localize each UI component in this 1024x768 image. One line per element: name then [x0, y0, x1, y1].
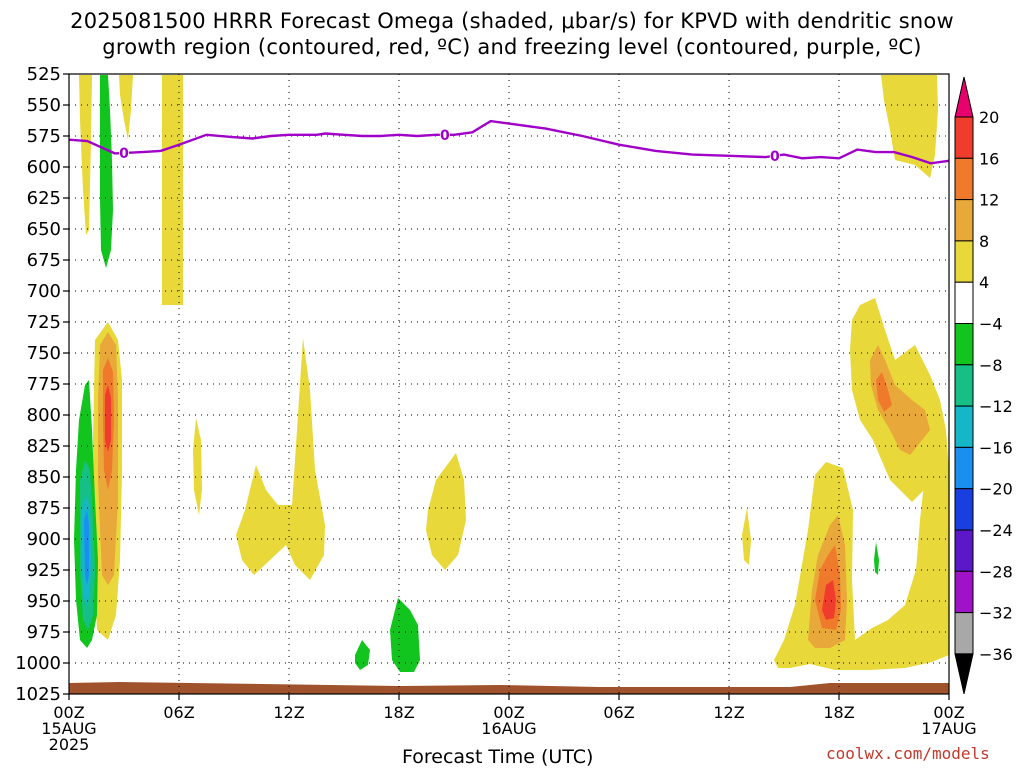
y-tick-label: 900: [27, 529, 61, 550]
colorbar-label: −4: [979, 315, 1003, 334]
x-tick-year: 2025: [49, 735, 90, 754]
y-tick-label: 625: [27, 188, 61, 209]
x-tick-label: 00Z: [933, 703, 964, 722]
colorbar-label: −24: [979, 521, 1013, 540]
y-tick-label: 950: [27, 591, 61, 612]
y-tick-label: 700: [27, 281, 61, 302]
omega-region-green-3: [355, 640, 370, 670]
chart-title-line-1: 2025081500 HRRR Forecast Omega (shaded, …: [70, 9, 954, 33]
freezing-label-bg: [119, 144, 129, 160]
x-tick-label: 12Z: [273, 703, 304, 722]
omega-region-yellow-2: [119, 75, 133, 140]
y-axis: 525 550 575 600 625 650 675 700 725 750 775 800 825 8…: [15, 64, 69, 705]
colorbar-segment: [954, 446, 974, 490]
freezing-level-label: 0: [440, 128, 450, 144]
colorbar-bottom-arrow: [954, 653, 974, 695]
colorbar-label: 20: [979, 108, 999, 127]
grid-lines: [69, 74, 949, 694]
omega-region-orange-3: [870, 345, 930, 455]
x-axis-label: Forecast Time (UTC): [402, 746, 594, 768]
omega-region-green-5: [874, 542, 879, 575]
colorbar-label: 12: [979, 191, 999, 210]
credit-text: coolwx.com/models: [826, 744, 990, 763]
colorbar-label: −16: [979, 438, 1013, 457]
omega-shading: [69, 75, 949, 694]
y-tick-label: 600: [27, 157, 61, 178]
freezing-level-label: 0: [119, 146, 129, 162]
x-tick-date: 16AUG: [481, 719, 536, 738]
y-tick-label: 650: [27, 219, 61, 240]
colorbar-label: −8: [979, 356, 1003, 375]
omega-region-yellow-6: [236, 338, 325, 580]
omega-region-red-2: [822, 580, 836, 620]
colorbar-label: −36: [979, 645, 1013, 664]
y-tick-label: 575: [27, 126, 61, 147]
omega-region-yellow-5: [193, 418, 202, 515]
y-tick-label: 750: [27, 343, 61, 364]
x-tick-date: 17AUG: [921, 719, 976, 738]
colorbar-segment: [954, 116, 974, 159]
freezing-level-line: [68, 119, 950, 165]
x-tick-label: 18Z: [383, 703, 414, 722]
x-tick-date: 15AUG: [41, 719, 96, 738]
x-tick-label: 18Z: [823, 703, 854, 722]
omega-region-yellow-3: [162, 75, 183, 305]
colorbar-segment: [954, 570, 974, 614]
y-tick-label: 725: [27, 312, 61, 333]
y-tick-label: 850: [27, 467, 61, 488]
freezing-level-label: 0: [770, 149, 780, 165]
y-tick-label: 975: [27, 622, 61, 643]
y-tick-label: 550: [27, 95, 61, 116]
freezing-label-bg: [769, 147, 780, 163]
y-tick-label: 525: [27, 64, 61, 85]
omega-region-blue: [84, 510, 89, 585]
colorbar-segment: [954, 488, 974, 531]
colorbar-segment: [954, 281, 974, 325]
colorbar: 20 16 12 8 4 −4 −8 −12 −16 −20 −24 −28 −32 −36: [954, 76, 1013, 695]
colorbar-label: 8: [979, 232, 989, 251]
omega-region-red-1: [105, 385, 111, 452]
colorbar-segment: [954, 323, 974, 366]
colorbar-segment: [954, 612, 974, 655]
omega-region-yellow-1: [79, 75, 92, 235]
colorbar-label: −12: [979, 397, 1013, 416]
omega-region-green-4: [390, 598, 420, 672]
colorbar-top-arrow: [954, 76, 974, 118]
y-tick-label: 925: [27, 560, 61, 581]
colorbar-segment: [954, 157, 974, 201]
colorbar-segment: [954, 405, 974, 448]
omega-region-yellow-7: [426, 453, 466, 570]
x-tick-label: 06Z: [163, 703, 194, 722]
freezing-level-contour: 0 0 0: [68, 119, 950, 165]
chart-title-line-2: growth region (contoured, red, ºC) and f…: [102, 35, 922, 59]
x-tick-label: 00Z: [493, 703, 524, 722]
colorbar-label: 16: [979, 149, 999, 168]
freezing-label-bg: [439, 126, 450, 142]
colorbar-segment: [954, 529, 974, 572]
omega-region-orange-6: [876, 372, 892, 412]
y-tick-label: 875: [27, 498, 61, 519]
y-tick-label: 1025: [15, 684, 61, 705]
omega-region-yellow-9: [774, 460, 949, 670]
x-tick-label: 12Z: [713, 703, 744, 722]
y-tick-label: 1000: [15, 653, 61, 674]
colorbar-segment: [954, 199, 974, 242]
y-tick-label: 825: [27, 436, 61, 457]
y-tick-label: 800: [27, 405, 61, 426]
colorbar-label: −20: [979, 480, 1013, 499]
omega-region-green-1: [100, 75, 113, 268]
colorbar-segment: [954, 240, 974, 283]
ground-terrain: [69, 682, 949, 694]
x-tick-label: 06Z: [603, 703, 634, 722]
x-tick-label: 00Z: [53, 703, 84, 722]
colorbar-label: 4: [979, 273, 989, 292]
colorbar-segment: [954, 364, 974, 407]
omega-region-yellow-8: [742, 508, 751, 565]
colorbar-label: −32: [979, 604, 1013, 623]
y-tick-label: 775: [27, 374, 61, 395]
y-tick-label: 675: [27, 250, 61, 271]
colorbar-label: −28: [979, 562, 1013, 581]
